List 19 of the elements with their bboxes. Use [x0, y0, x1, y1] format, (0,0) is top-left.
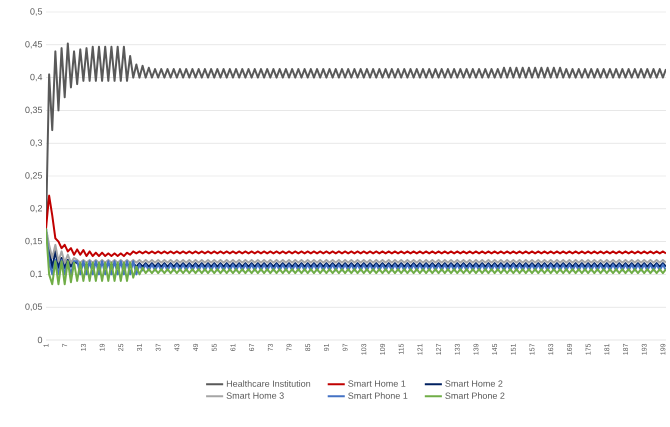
legend-label: Smart Phone 2 [445, 392, 504, 399]
line-series [46, 194, 666, 258]
legend-label: Smart Home 1 [348, 380, 406, 387]
y-tick-label: 0,05 [25, 303, 42, 311]
y-tick-label: 0,1 [30, 270, 42, 278]
y-tick-label: 0,45 [25, 41, 42, 49]
y-tick-label: 0,5 [30, 8, 42, 16]
legend-label: Healthcare Institution [226, 380, 310, 387]
y-tick-label: 0,3 [30, 139, 42, 147]
y-tick-label: 0,25 [25, 172, 42, 180]
y-tick-label: 0,35 [25, 106, 42, 114]
y-tick-label: 0,4 [30, 74, 42, 82]
y-tick-label: 0,2 [30, 205, 42, 212]
y-tick-label: 0,15 [25, 238, 42, 246]
legend-label: Smart Phone 1 [348, 392, 408, 399]
line-series [46, 227, 666, 286]
legend-label: Smart Home 2 [445, 380, 502, 387]
y-tick-label: 0 [38, 336, 42, 344]
legend-label: Smart Home 3 [226, 392, 284, 399]
